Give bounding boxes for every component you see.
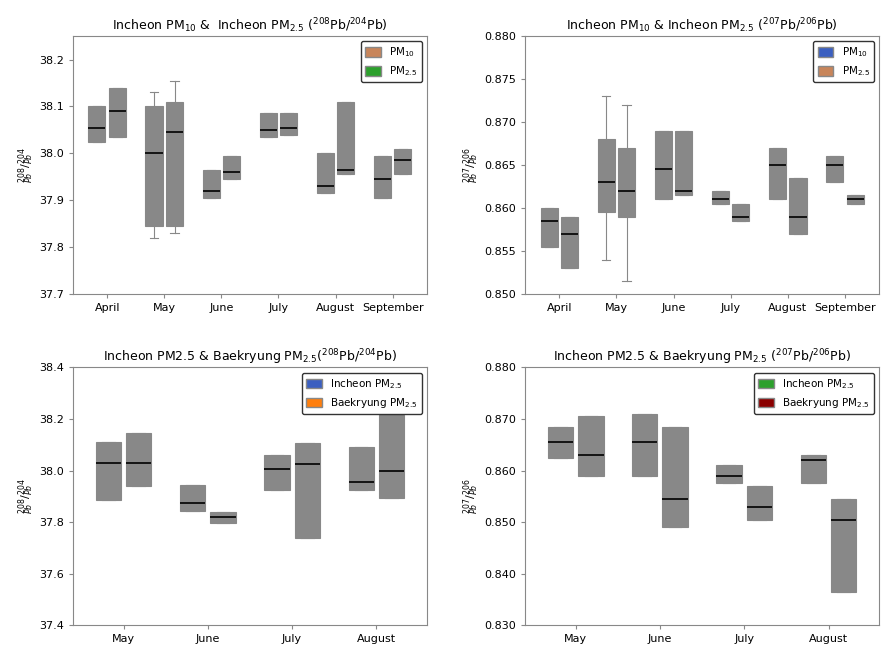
PathPatch shape (633, 414, 658, 476)
PathPatch shape (732, 204, 749, 221)
PathPatch shape (349, 447, 374, 490)
PathPatch shape (618, 148, 635, 217)
PathPatch shape (394, 149, 411, 175)
Title: Incheon PM2.5 & Baekryung PM$_{2.5}$($^{208}$Pb/$^{204}$Pb): Incheon PM2.5 & Baekryung PM$_{2.5}$($^{… (103, 348, 397, 368)
PathPatch shape (561, 217, 578, 268)
PathPatch shape (264, 455, 289, 490)
PathPatch shape (260, 114, 277, 137)
Legend: PM$_{10}$, PM$_{2.5}$: PM$_{10}$, PM$_{2.5}$ (361, 42, 422, 83)
Legend: Incheon PM$_{2.5}$, Baekryung PM$_{2.5}$: Incheon PM$_{2.5}$, Baekryung PM$_{2.5}$ (754, 373, 874, 414)
PathPatch shape (801, 455, 826, 483)
PathPatch shape (676, 131, 693, 195)
PathPatch shape (831, 499, 857, 592)
PathPatch shape (211, 512, 236, 524)
PathPatch shape (769, 148, 786, 200)
PathPatch shape (826, 157, 843, 182)
Y-axis label: $^{208}_{Pb}$/$^{204}_{Pb}$: $^{208}_{Pb}$/$^{204}_{Pb}$ (17, 479, 36, 514)
PathPatch shape (711, 191, 729, 204)
PathPatch shape (789, 178, 806, 234)
Y-axis label: $^{208}_{Pb}$/$^{204}_{Pb}$: $^{208}_{Pb}$/$^{204}_{Pb}$ (17, 147, 36, 183)
PathPatch shape (337, 102, 355, 175)
PathPatch shape (655, 131, 672, 200)
PathPatch shape (374, 156, 391, 198)
Title: Incheon PM$_{10}$ & Incheon PM$_{2.5}$ ($^{207}$Pb/$^{206}$Pb): Incheon PM$_{10}$ & Incheon PM$_{2.5}$ (… (566, 17, 838, 36)
PathPatch shape (96, 442, 121, 500)
PathPatch shape (166, 102, 183, 226)
Y-axis label: $^{207}_{Pb}$/$^{206}_{Pb}$: $^{207}_{Pb}$/$^{206}_{Pb}$ (461, 479, 481, 514)
PathPatch shape (578, 416, 604, 476)
PathPatch shape (180, 485, 205, 510)
PathPatch shape (280, 114, 297, 135)
Legend: Incheon PM$_{2.5}$, Baekryung PM$_{2.5}$: Incheon PM$_{2.5}$, Baekryung PM$_{2.5}$ (302, 373, 422, 414)
PathPatch shape (145, 106, 162, 226)
Legend: PM$_{10}$, PM$_{2.5}$: PM$_{10}$, PM$_{2.5}$ (814, 42, 874, 83)
PathPatch shape (746, 486, 772, 520)
PathPatch shape (223, 156, 240, 179)
Title: Incheon PM2.5 & Baekryung PM$_{2.5}$ ($^{207}$Pb/$^{206}$Pb): Incheon PM2.5 & Baekryung PM$_{2.5}$ ($^… (553, 348, 851, 368)
PathPatch shape (598, 139, 615, 212)
PathPatch shape (540, 208, 557, 247)
PathPatch shape (662, 427, 688, 527)
PathPatch shape (547, 427, 573, 457)
Title: Incheon PM$_{10}$ &  Incheon PM$_{2.5}$ ($^{208}$Pb/$^{204}$Pb): Incheon PM$_{10}$ & Incheon PM$_{2.5}$ (… (112, 17, 388, 36)
PathPatch shape (316, 153, 334, 193)
PathPatch shape (379, 415, 404, 498)
PathPatch shape (295, 444, 320, 537)
PathPatch shape (202, 170, 220, 198)
PathPatch shape (89, 106, 106, 141)
Y-axis label: $^{207}_{Pb}$/$^{206}_{Pb}$: $^{207}_{Pb}$/$^{206}_{Pb}$ (461, 147, 481, 183)
PathPatch shape (126, 433, 151, 486)
PathPatch shape (717, 465, 742, 483)
PathPatch shape (109, 88, 126, 137)
PathPatch shape (847, 195, 864, 204)
